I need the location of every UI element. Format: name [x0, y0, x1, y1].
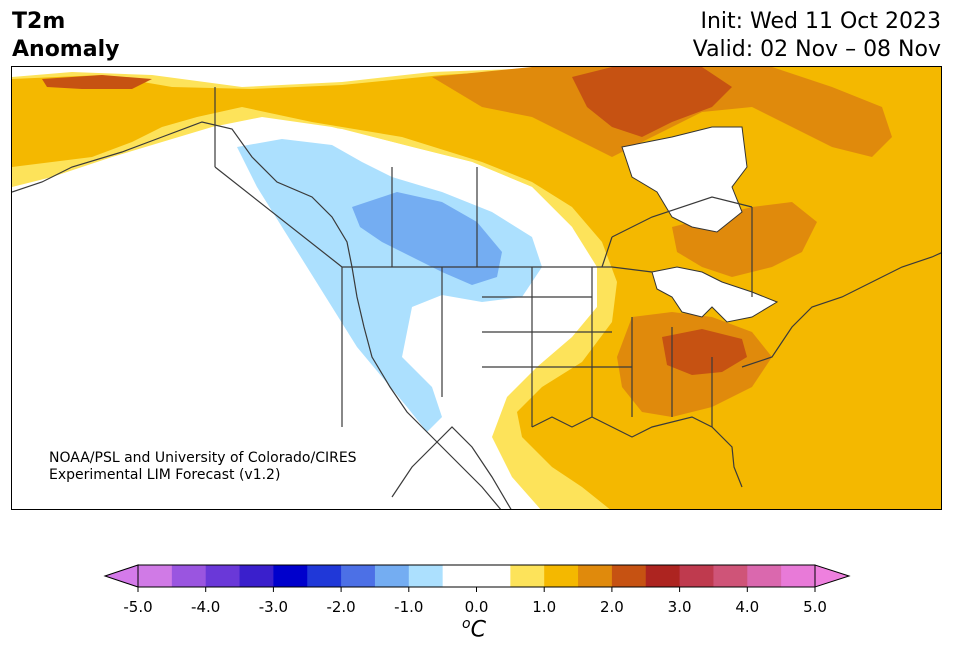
great-lakes	[651, 266, 779, 323]
colorbar-tick-label: -4.0	[191, 598, 220, 616]
cool-region-mid	[352, 192, 502, 285]
colorbar-tick-label: -1.0	[394, 598, 423, 616]
colorbar-cell	[679, 565, 714, 587]
anomaly-map	[11, 66, 942, 510]
colorbar-cell	[138, 565, 173, 587]
hudson-bay	[621, 126, 748, 233]
valid-range: Valid: 02 Nov – 08 Nov	[692, 37, 941, 62]
map-svg	[12, 67, 941, 509]
warm-region-max-alaska	[42, 75, 152, 89]
colorbar-tick-label: 2.0	[600, 598, 624, 616]
colorbar-cell	[544, 565, 579, 587]
colorbar-cell	[476, 565, 511, 587]
colorbar-cell	[205, 565, 241, 587]
colorbar-tick-label: -5.0	[123, 598, 152, 616]
boundaries	[12, 87, 941, 509]
colorbar-tick-label: 3.0	[668, 598, 692, 616]
colorbar-cell	[781, 565, 816, 587]
colorbar-cell	[713, 565, 748, 587]
colorbar-cell	[578, 565, 613, 587]
attribution-line1: NOAA/PSL and University of Colorado/CIRE…	[49, 450, 357, 466]
colorbar-under-arrow	[103, 564, 139, 588]
colorbar-tick-label: -2.0	[326, 598, 355, 616]
colorbar-cell	[273, 565, 308, 587]
colorbar-cell	[239, 565, 274, 587]
colorbar-cell	[408, 565, 444, 587]
celsius-label: C	[470, 617, 486, 643]
map-title: T2m Anomaly	[12, 8, 119, 64]
colorbar-cell	[374, 565, 410, 587]
attribution: NOAA/PSL and University of Colorado/CIRE…	[49, 450, 357, 484]
colorbar-cell	[611, 565, 647, 587]
colorbar-tick-label: 4.0	[735, 598, 759, 616]
colorbar-cells	[138, 565, 816, 587]
colorbar-tick-label: 0.0	[465, 598, 489, 616]
colorbar-cell	[341, 565, 376, 587]
colorbar-over-arrow	[814, 564, 851, 588]
degree-symbol: o	[462, 616, 471, 632]
colorbar-cell	[307, 565, 342, 587]
forecast-dates: Init: Wed 11 Oct 2023 Valid: 02 Nov – 08…	[693, 8, 941, 64]
colorbar-tick-label: 1.0	[532, 598, 556, 616]
colorbar-cell	[510, 565, 545, 587]
attribution-line2: Experimental LIM Forecast (v1.2)	[49, 467, 281, 483]
colorbar-unit: oC	[462, 616, 486, 642]
colorbar-cell	[747, 565, 782, 587]
cool-region-light	[237, 139, 542, 432]
map-title-line2: Anomaly	[12, 37, 120, 62]
colorbar-tick-label: 5.0	[803, 598, 827, 616]
colorbar-cell	[645, 565, 681, 587]
warm-region-max-ohio	[662, 329, 747, 375]
colorbar-cell	[171, 565, 207, 587]
init-date: Init: Wed 11 Oct 2023	[700, 9, 941, 34]
colorbar-cell	[442, 565, 477, 587]
warm-region-max-north	[572, 67, 732, 137]
map-title-line1: T2m	[12, 9, 66, 34]
colorbar-ticks: -5.0 -4.0 -3.0 -2.0 -1.0 0.0 1.0 2.0 3.0 4.0 5.0	[123, 587, 827, 616]
colorbar-tick-label: -3.0	[259, 598, 288, 616]
